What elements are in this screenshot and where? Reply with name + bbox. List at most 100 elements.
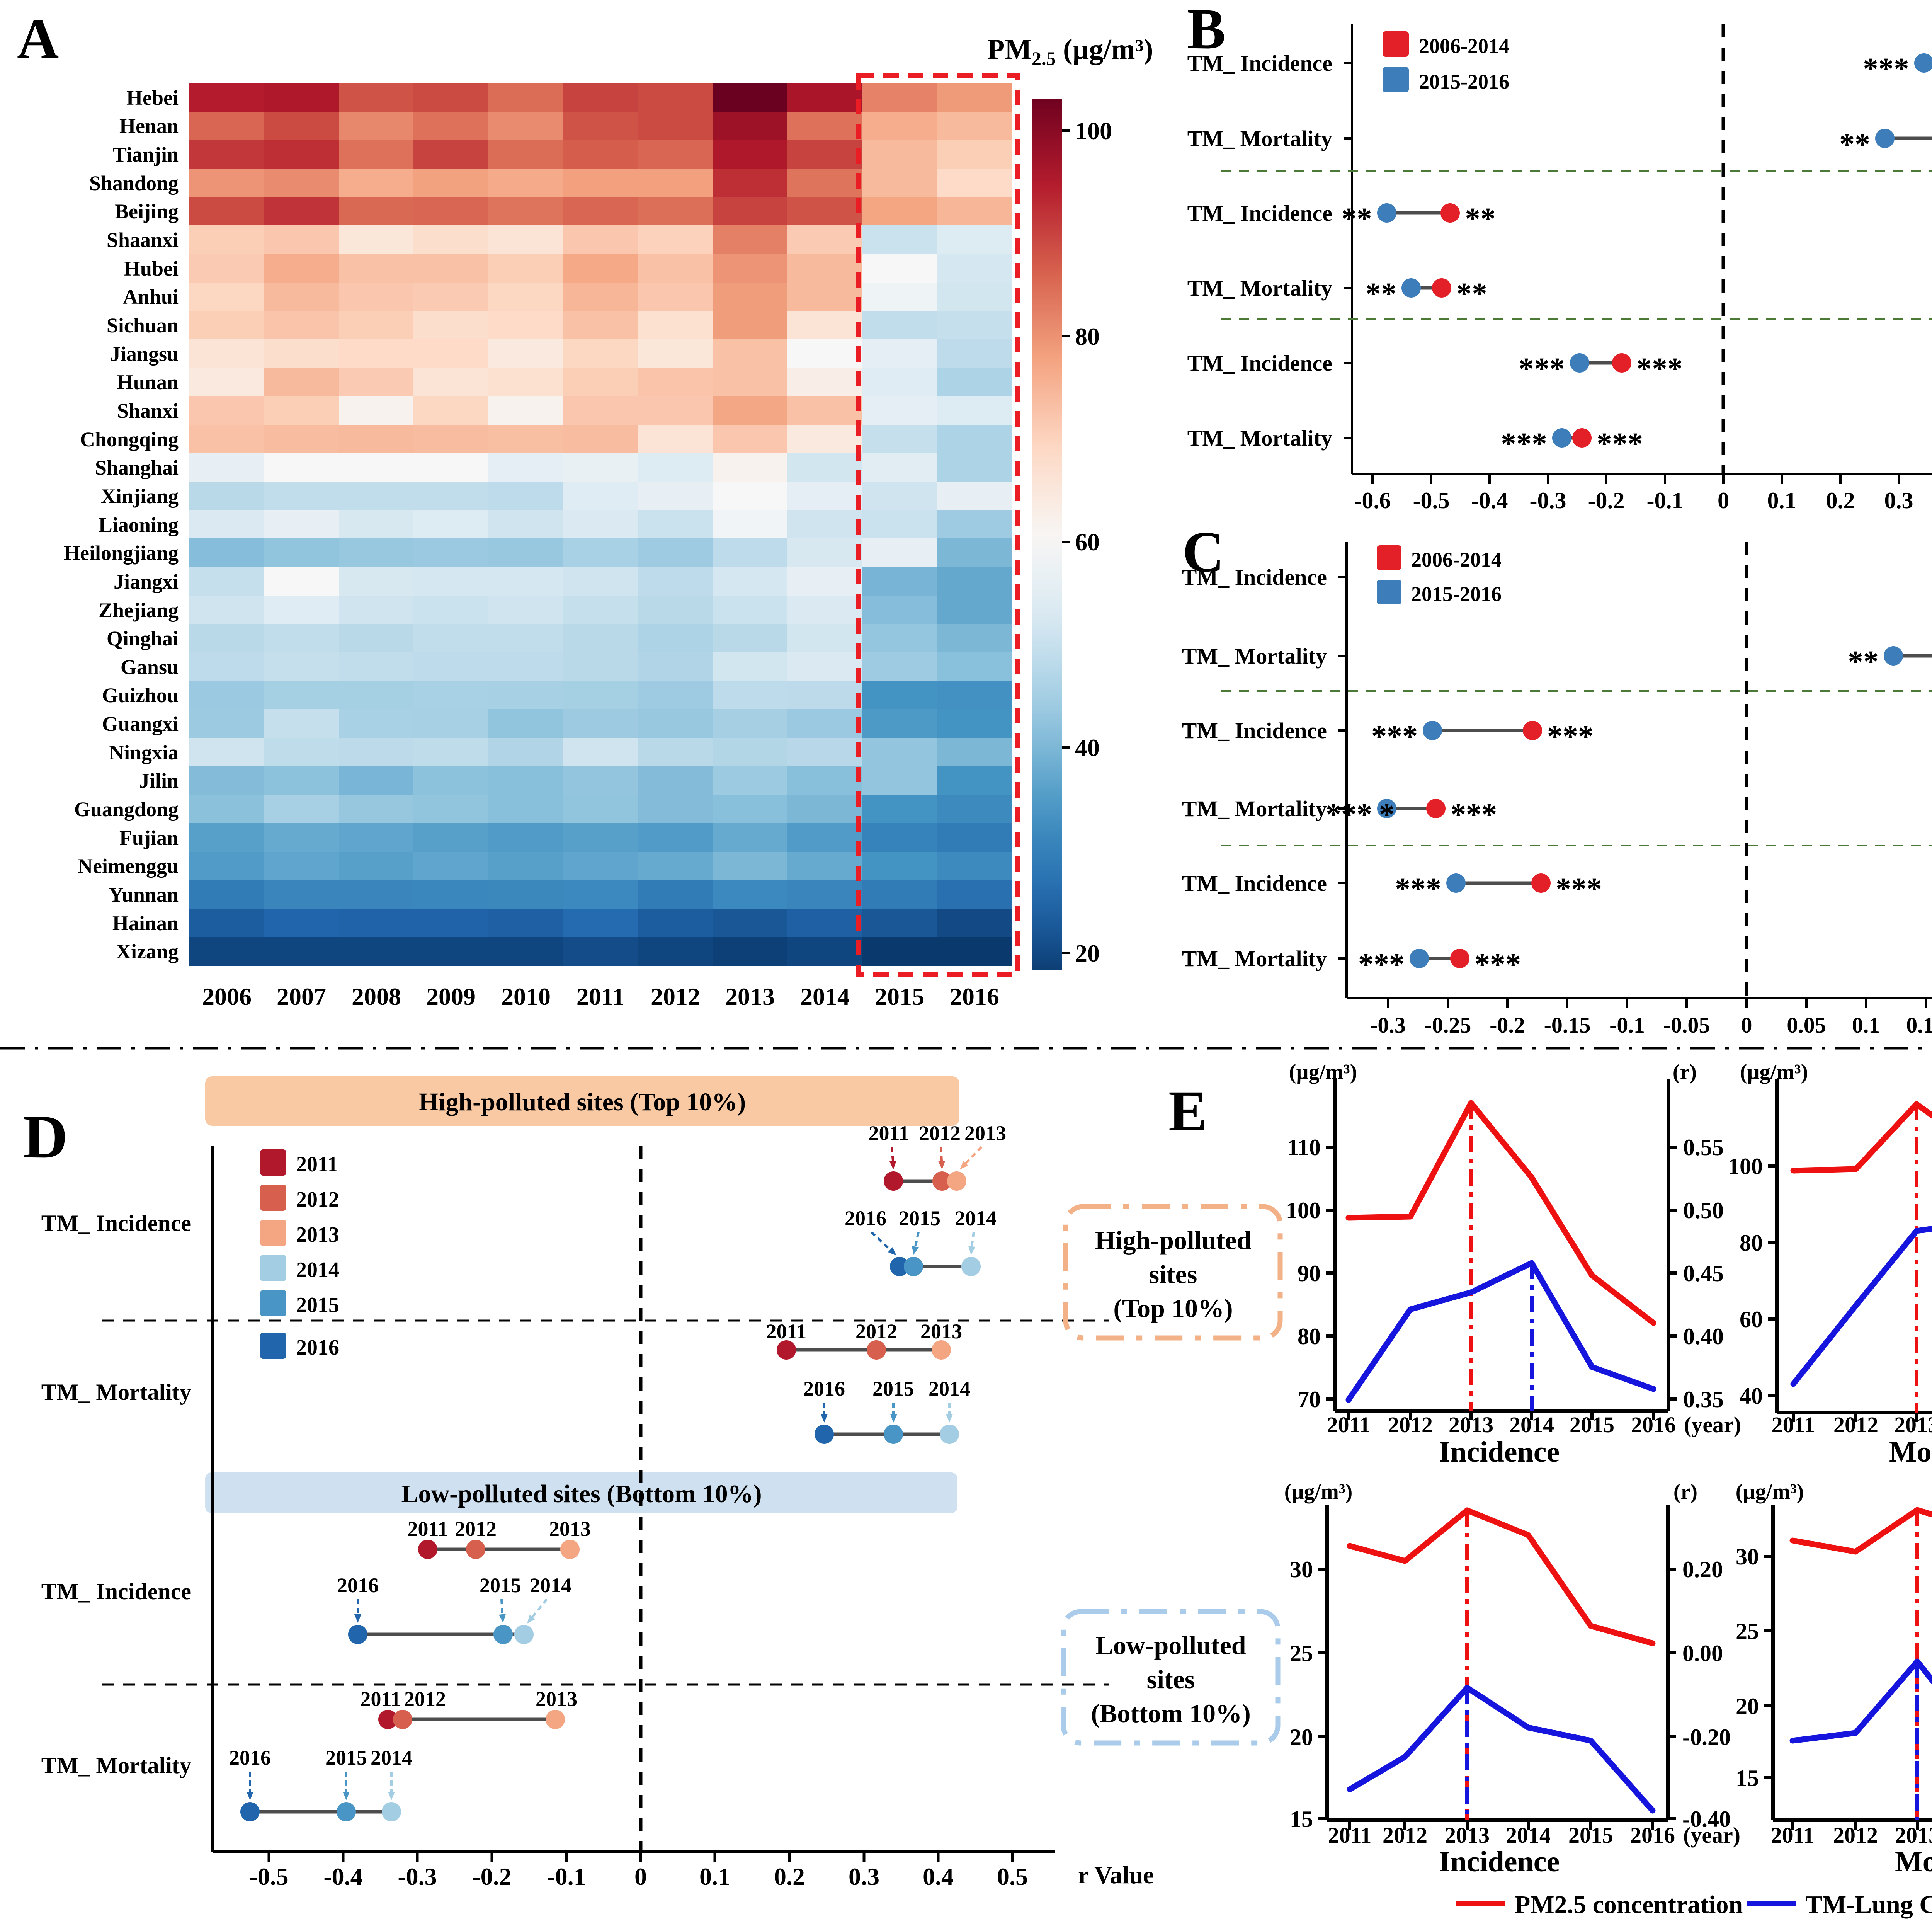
svg-text:100: 100 xyxy=(1286,1198,1321,1223)
svg-text:Zhejiang: Zhejiang xyxy=(99,599,179,622)
svg-text:70: 70 xyxy=(1298,1387,1321,1412)
svg-text:***: *** xyxy=(1371,720,1418,754)
svg-text:Chongqing: Chongqing xyxy=(80,428,179,451)
svg-text:2012: 2012 xyxy=(1388,1412,1433,1437)
svg-text:Low-polluted: Low-polluted xyxy=(1095,1631,1246,1660)
svg-text:PM2.5 concentration: PM2.5 concentration xyxy=(1515,1891,1743,1919)
svg-text:0: 0 xyxy=(634,1863,647,1890)
svg-text:***: *** xyxy=(1636,352,1683,386)
svg-text:0.4: 0.4 xyxy=(923,1863,954,1890)
svg-text:110: 110 xyxy=(1287,1135,1321,1160)
svg-text:TM_ Mortality: TM_ Mortality xyxy=(41,1379,191,1405)
svg-text:2015: 2015 xyxy=(480,1574,521,1597)
svg-text:2011: 2011 xyxy=(766,1320,806,1343)
svg-text:TM-Lung Cancer r_Value: TM-Lung Cancer r_Value xyxy=(1805,1891,1932,1919)
svg-text:-0.3: -0.3 xyxy=(1530,488,1566,513)
svg-text:TM_ Incidence: TM_ Incidence xyxy=(41,1210,191,1236)
svg-text:TM_ Mortality: TM_ Mortality xyxy=(1187,426,1332,451)
svg-text:2013: 2013 xyxy=(536,1687,577,1711)
svg-text:30: 30 xyxy=(1290,1557,1313,1582)
svg-text:Yunnan: Yunnan xyxy=(109,883,179,906)
svg-text:2014: 2014 xyxy=(371,1746,412,1769)
svg-text:2016: 2016 xyxy=(296,1336,339,1360)
svg-text:*: * xyxy=(1379,798,1395,832)
svg-text:Hebei: Hebei xyxy=(126,86,179,109)
svg-text:***: *** xyxy=(1475,948,1521,982)
svg-text:2012: 2012 xyxy=(1833,1823,1878,1848)
svg-text:**: ** xyxy=(1366,277,1396,311)
svg-text:-0.1: -0.1 xyxy=(1609,1013,1645,1038)
svg-text:TM_ Incidence: TM_ Incidence xyxy=(1187,51,1332,76)
svg-text:-0.25: -0.25 xyxy=(1425,1013,1471,1038)
svg-text:Sichuan: Sichuan xyxy=(107,314,179,337)
svg-text:2011: 2011 xyxy=(296,1152,338,1176)
svg-text:Gansu: Gansu xyxy=(121,655,179,679)
svg-text:0.45: 0.45 xyxy=(1683,1261,1724,1286)
svg-text:-0.5: -0.5 xyxy=(249,1863,288,1890)
svg-text:C: C xyxy=(1182,520,1224,584)
svg-text:40: 40 xyxy=(1740,1383,1763,1409)
svg-text:2012: 2012 xyxy=(651,983,700,1010)
svg-text:**: ** xyxy=(1848,645,1879,679)
svg-text:Liaoning: Liaoning xyxy=(99,513,179,536)
svg-text:0.2: 0.2 xyxy=(774,1863,805,1890)
svg-text:-0.3: -0.3 xyxy=(1370,1013,1406,1038)
svg-text:Guangdong: Guangdong xyxy=(74,798,179,821)
svg-text:2012: 2012 xyxy=(855,1320,897,1343)
svg-text:(r): (r) xyxy=(1673,1060,1697,1084)
svg-text:Ningxia: Ningxia xyxy=(109,741,179,764)
svg-text:2007: 2007 xyxy=(277,983,326,1010)
svg-text:**: ** xyxy=(1456,277,1487,311)
svg-text:2011: 2011 xyxy=(407,1517,448,1540)
svg-text:2016: 2016 xyxy=(1630,1823,1675,1848)
svg-text:2015: 2015 xyxy=(296,1293,339,1317)
svg-text:20: 20 xyxy=(1736,1694,1759,1719)
svg-text:2012: 2012 xyxy=(296,1188,339,1212)
svg-text:-0.40: -0.40 xyxy=(1682,1806,1731,1832)
svg-text:(µg/m³): (µg/m³) xyxy=(1289,1060,1357,1084)
svg-text:25: 25 xyxy=(1290,1641,1313,1666)
svg-text:0.2: 0.2 xyxy=(1826,488,1855,513)
svg-text:0.5: 0.5 xyxy=(997,1863,1028,1890)
svg-text:r Value: r Value xyxy=(1078,1861,1154,1889)
svg-text:-0.5: -0.5 xyxy=(1413,488,1450,513)
svg-text:-0.05: -0.05 xyxy=(1663,1013,1710,1038)
svg-text:Xinjiang: Xinjiang xyxy=(101,485,179,508)
svg-text:2016: 2016 xyxy=(1631,1412,1676,1437)
svg-text:sites: sites xyxy=(1149,1260,1197,1289)
svg-text:2015-2016: 2015-2016 xyxy=(1411,582,1502,606)
svg-text:2015: 2015 xyxy=(875,983,924,1010)
svg-text:-0.15: -0.15 xyxy=(1544,1013,1591,1038)
svg-text:***: *** xyxy=(1519,352,1565,386)
svg-text:Neimenggu: Neimenggu xyxy=(78,854,179,878)
svg-text:2013: 2013 xyxy=(1449,1412,1493,1437)
svg-text:0.1: 0.1 xyxy=(1852,1013,1880,1038)
svg-text:***: *** xyxy=(1863,52,1909,86)
svg-text:2012: 2012 xyxy=(919,1122,961,1145)
svg-text:80: 80 xyxy=(1075,323,1100,350)
svg-text:0.05: 0.05 xyxy=(1787,1013,1826,1038)
svg-text:(µg/m³): (µg/m³) xyxy=(1736,1480,1804,1504)
svg-text:-0.4: -0.4 xyxy=(1471,488,1508,513)
svg-text:Incidence: Incidence xyxy=(1439,1436,1560,1468)
svg-text:60: 60 xyxy=(1740,1307,1763,1332)
svg-text:TM_ Mortality: TM_ Mortality xyxy=(1187,276,1332,301)
svg-text:TM_ Mortality: TM_ Mortality xyxy=(1182,643,1327,669)
svg-text:0.35: 0.35 xyxy=(1683,1387,1724,1412)
svg-text:Jiangsu: Jiangsu xyxy=(110,342,179,366)
svg-text:***: *** xyxy=(1326,798,1372,832)
svg-text:0.3: 0.3 xyxy=(849,1863,879,1890)
svg-text:2011: 2011 xyxy=(1771,1823,1815,1848)
svg-text:sites: sites xyxy=(1147,1665,1195,1694)
svg-text:TM_ Mortality: TM_ Mortality xyxy=(41,1753,191,1778)
svg-text:High-polluted sites (Top 10%): High-polluted sites (Top 10%) xyxy=(419,1088,746,1116)
svg-text:2011: 2011 xyxy=(1327,1412,1371,1437)
svg-text:TM_ Incidence: TM_ Incidence xyxy=(1182,565,1327,590)
svg-text:TM_ Mortality: TM_ Mortality xyxy=(1182,946,1327,971)
svg-text:2012: 2012 xyxy=(455,1517,497,1540)
svg-text:0.50: 0.50 xyxy=(1683,1198,1724,1223)
svg-text:(r): (r) xyxy=(1673,1480,1697,1504)
svg-text:2008: 2008 xyxy=(352,983,401,1010)
svg-text:Jiangxi: Jiangxi xyxy=(114,570,179,593)
svg-text:0: 0 xyxy=(1718,488,1729,513)
